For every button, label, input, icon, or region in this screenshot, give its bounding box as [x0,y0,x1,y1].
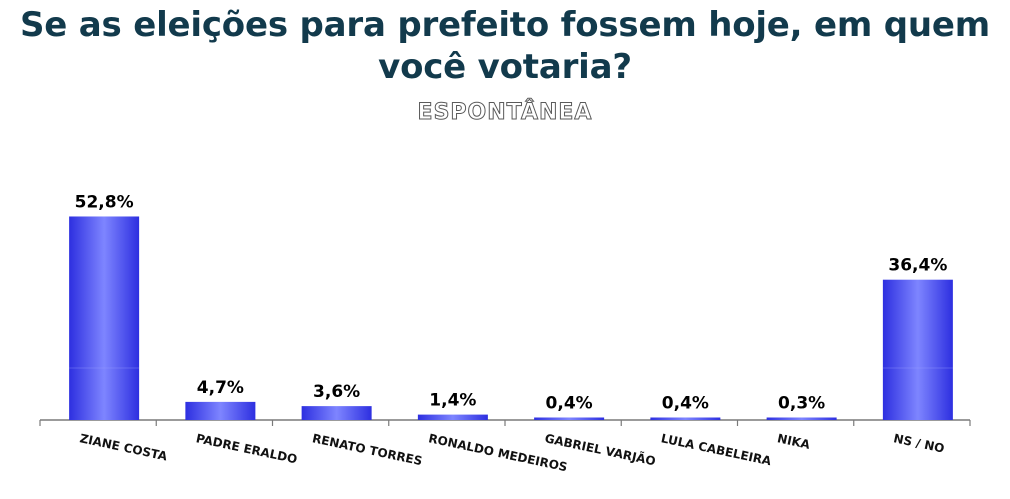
category-label: NS / NO [892,431,945,455]
bar [650,417,721,420]
data-label: 0,4% [546,394,593,414]
bar [69,216,140,420]
chart-title: Se as eleições para prefeito fossem hoje… [20,5,990,87]
category-label: NIKA [776,431,812,452]
bar [534,417,605,420]
category-label: LULA CABELEIRA [660,431,774,468]
bar [882,279,953,420]
bar [301,406,372,420]
data-label: 52,8% [75,192,134,212]
bar [766,417,837,420]
chart-subtitle: ESPONTÂNEA [417,100,593,126]
data-label: 3,6% [313,382,360,402]
bar [417,414,488,420]
data-label: 0,3% [778,394,825,414]
data-label: 0,4% [662,394,709,414]
data-label: 1,4% [429,391,476,411]
data-label: 4,7% [197,378,244,398]
bar-chart: 52,8% ZIANE COSTA 4,7% PADRE ERALDO 3,6% RENA… [0,150,1010,494]
bar [185,401,256,420]
bar-chart-svg: 52,8% ZIANE COSTA 4,7% PADRE ERALDO 3,6% RENA… [39,192,971,474]
category-label: RENATO TORRES [311,431,424,468]
category-label: PADRE ERALDO [195,431,299,466]
data-label: 36,4% [888,256,947,276]
category-label: ZIANE COSTA [79,431,170,463]
